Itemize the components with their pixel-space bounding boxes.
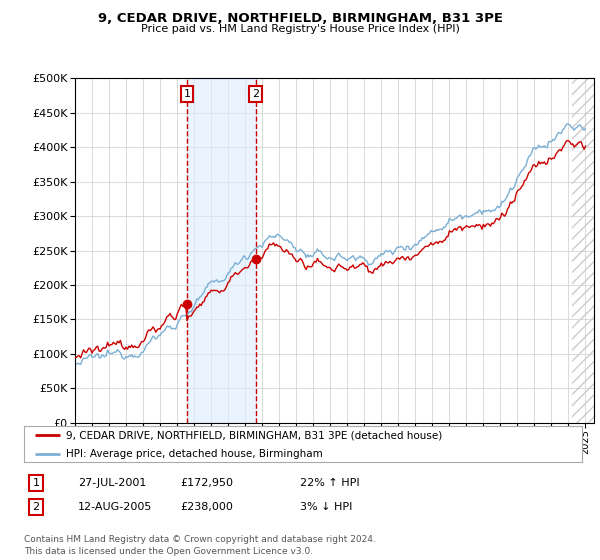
Text: £172,950: £172,950 [180,478,233,488]
Text: 3% ↓ HPI: 3% ↓ HPI [300,502,352,512]
Text: 2: 2 [32,502,40,512]
Text: 27-JUL-2001: 27-JUL-2001 [78,478,146,488]
Text: 12-AUG-2005: 12-AUG-2005 [78,502,152,512]
Text: 22% ↑ HPI: 22% ↑ HPI [300,478,359,488]
Text: £238,000: £238,000 [180,502,233,512]
Text: 2: 2 [252,88,259,99]
Text: HPI: Average price, detached house, Birmingham: HPI: Average price, detached house, Birm… [66,449,323,459]
Text: 1: 1 [32,478,40,488]
Text: 9, CEDAR DRIVE, NORTHFIELD, BIRMINGHAM, B31 3PE: 9, CEDAR DRIVE, NORTHFIELD, BIRMINGHAM, … [97,12,503,25]
Text: 1: 1 [184,88,190,99]
Text: Price paid vs. HM Land Registry's House Price Index (HPI): Price paid vs. HM Land Registry's House … [140,24,460,34]
Bar [187,78,256,423]
Text: 9, CEDAR DRIVE, NORTHFIELD, BIRMINGHAM, B31 3PE (detached house): 9, CEDAR DRIVE, NORTHFIELD, BIRMINGHAM, … [66,431,442,440]
Text: Contains HM Land Registry data © Crown copyright and database right 2024.
This d: Contains HM Land Registry data © Crown c… [24,535,376,556]
